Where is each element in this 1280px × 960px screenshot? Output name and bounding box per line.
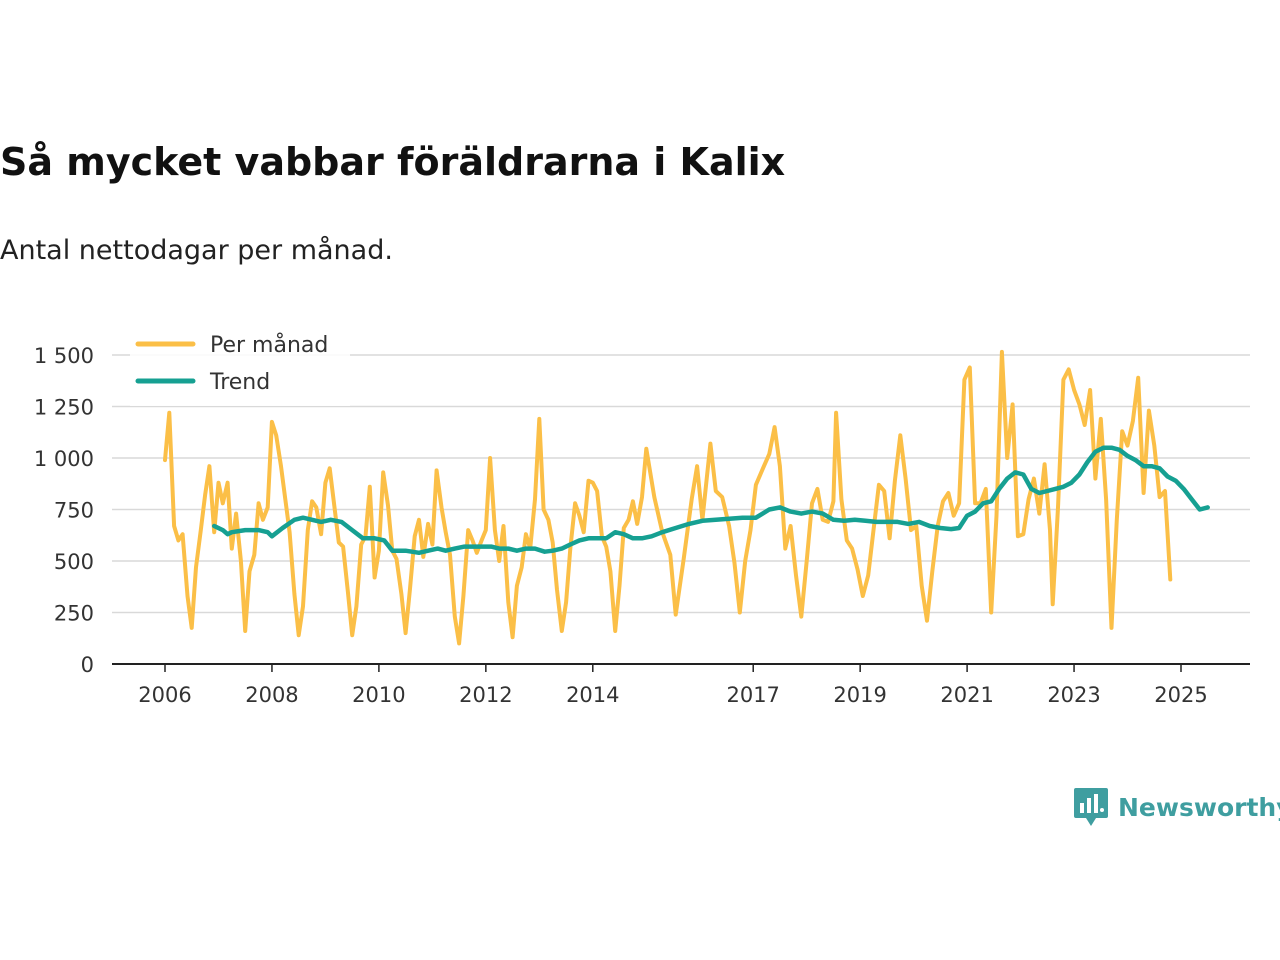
series-group <box>163 349 1210 646</box>
newsworthy-logo-icon <box>1074 788 1108 826</box>
x-tick-label: 2025 <box>1154 683 1207 707</box>
y-tick-label: 1 000 <box>34 447 94 471</box>
brand-name: Newsworthy <box>1118 792 1280 822</box>
x-tick-label: 2012 <box>459 683 512 707</box>
legend-label: Per månad <box>210 332 328 358</box>
series-line-per-manad <box>163 349 1173 646</box>
y-tick-label: 0 <box>81 653 94 677</box>
y-tick-label: 500 <box>54 550 94 574</box>
legend-background <box>130 326 350 406</box>
y-tick-label: 750 <box>54 499 94 523</box>
y-tick-label: 1 500 <box>34 344 94 368</box>
x-tick-label: 2008 <box>245 683 298 707</box>
legend: Per månad Trend <box>130 326 350 406</box>
x-axis: 2006 2008 2010 2012 2014 2017 2019 2021 2023 2025 <box>112 663 1250 707</box>
y-tick-label: 1 250 <box>34 396 94 420</box>
series-line-trend <box>211 445 1210 556</box>
x-tick-label: 2010 <box>352 683 405 707</box>
chart-subtitle: Antal nettodagar per månad. <box>0 235 393 266</box>
chart-title: Så mycket vabbar föräldrarna i Kalix <box>0 140 786 184</box>
x-tick-label: 2017 <box>726 683 779 707</box>
brand-logo: Newsworthy <box>1072 786 1280 828</box>
x-tick-label: 2019 <box>833 683 886 707</box>
x-tick-label: 2023 <box>1047 683 1100 707</box>
x-tick-label: 2006 <box>138 683 191 707</box>
x-tick-label: 2021 <box>940 683 993 707</box>
y-tick-label: 250 <box>54 602 94 626</box>
y-axis: 0 250 500 750 1 000 1 250 1 500 <box>34 344 94 677</box>
legend-label: Trend <box>209 370 270 395</box>
x-tick-label: 2014 <box>566 683 619 707</box>
